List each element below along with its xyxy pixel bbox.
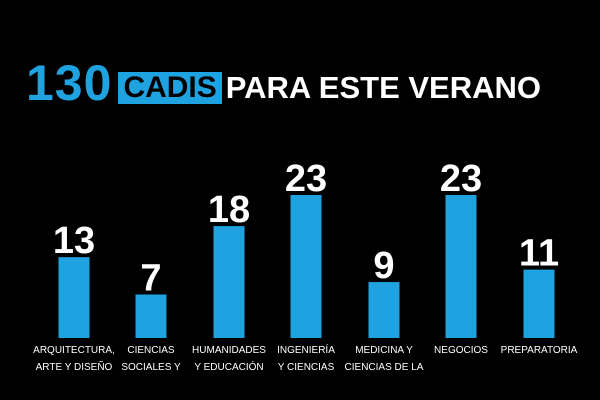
bar-6 (445, 195, 477, 338)
title-text: PARA ESTE VERANO (225, 70, 541, 105)
bar-4 (290, 195, 322, 338)
data-label-6: 23 (440, 158, 482, 200)
category-label-line: MEDICINA Y (355, 345, 413, 356)
category-label-line: Y EDUCACIÓN (194, 360, 263, 373)
bar-7 (523, 269, 555, 338)
category-label-line: CIENCIAS DE LA (345, 362, 424, 373)
category-label-line: HUMANIDADES (192, 345, 266, 356)
data-label-5: 9 (373, 245, 394, 287)
category-label-4: INGENIERÍA Y CIENCIAS (277, 343, 335, 373)
data-label-2: 7 (140, 257, 161, 299)
category-label-line: INGENIERÍA (277, 343, 335, 356)
data-label-1: 13 (53, 220, 95, 262)
data-label-4: 23 (285, 158, 327, 200)
bar-5 (368, 282, 400, 338)
bar-1 (58, 257, 90, 338)
category-label-3: HUMANIDADES Y EDUCACIÓN (192, 345, 266, 373)
category-label-6: NEGOCIOS (434, 345, 488, 356)
category-label-line: ARTE Y DISEÑO (36, 360, 113, 373)
category-label-1: ARQUITECTURA, ARTE Y DISEÑO (33, 345, 115, 373)
category-label-line: SOCIALES Y (121, 362, 181, 373)
category-label-line: Y CIENCIAS (278, 362, 335, 373)
category-label-5: MEDICINA Y CIENCIAS DE LA (345, 345, 424, 373)
category-label-line: CIENCIAS (127, 345, 175, 356)
bar-2 (135, 294, 167, 338)
slide-title: 130 CADIS PARA ESTE VERANO (26, 58, 541, 108)
category-label-7: PREPARATORIA (501, 345, 578, 356)
data-label-7: 11 (519, 233, 559, 275)
data-label-3: 18 (208, 189, 250, 231)
category-label-line: ARQUITECTURA, (33, 345, 115, 356)
bar-3 (213, 226, 245, 338)
highlight-badge: CADIS (118, 72, 222, 104)
category-label-line: PREPARATORIA (501, 345, 578, 356)
category-label-line: NEGOCIOS (434, 345, 488, 356)
total-count: 130 (26, 55, 113, 111)
category-label-2: CIENCIAS SOCIALES Y (121, 345, 181, 373)
